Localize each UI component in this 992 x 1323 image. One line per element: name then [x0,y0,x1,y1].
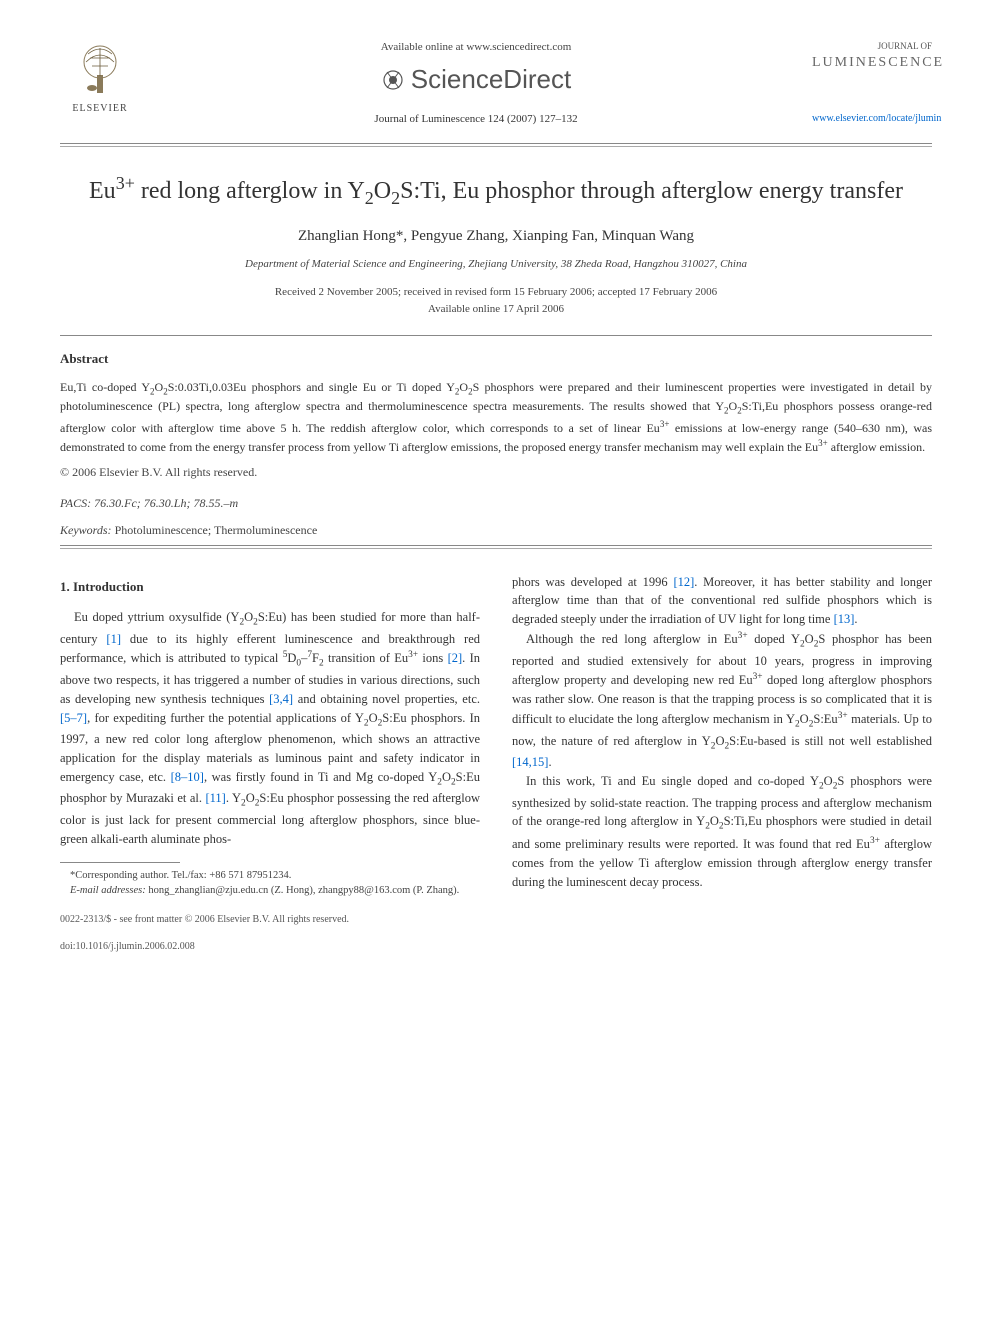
received-line: Received 2 November 2005; received in re… [60,285,932,300]
elsevier-tree-icon [70,40,130,100]
available-online-text: Available online at www.sciencedirect.co… [140,40,812,55]
front-matter-line: 0022-2313/$ - see front matter © 2006 El… [60,913,480,926]
email-values: hong_zhanglian@zju.edu.cn (Z. Hong), zha… [148,885,459,896]
journal-citation: Journal of Luminescence 124 (2007) 127–1… [140,112,812,127]
pacs-label: PACS: [60,496,91,510]
footnote-separator [60,862,180,863]
abstract-heading: Abstract [60,350,932,368]
intro-paragraph-1-cont: phors was developed at 1996 [12]. Moreov… [512,573,932,629]
elsevier-label: ELSEVIER [72,102,127,116]
abstract-body: Eu,Ti co-doped Y2O2S:0.03Ti,0.03Eu phosp… [60,379,932,457]
abstract-copyright: © 2006 Elsevier B.V. All rights reserved… [60,464,932,481]
column-right: phors was developed at 1996 [12]. Moreov… [512,573,932,953]
rule-before-abstract [60,335,932,336]
intro-paragraph-1: Eu doped yttrium oxysulfide (Y2O2S:Eu) h… [60,608,480,848]
corresponding-author-note: *Corresponding author. Tel./fax: +86 571… [60,869,480,884]
two-column-body: 1. Introduction Eu doped yttrium oxysulf… [60,573,932,953]
rule-after-keywords-1 [60,545,932,546]
authors-line: Zhanglian Hong*, Pengyue Zhang, Xianping… [60,226,932,247]
intro-paragraph-3: In this work, Ti and Eu single doped and… [512,772,932,891]
header-row: ELSEVIER Available online at www.science… [60,40,932,131]
pacs-line: PACS: 76.30.Fc; 76.30.Lh; 78.55.–m [60,495,932,512]
doi-line: doi:10.1016/j.jlumin.2006.02.008 [60,940,480,953]
journal-url-link[interactable]: www.elsevier.com/locate/jlumin [812,112,932,126]
keywords-label: Keywords: [60,523,112,537]
email-label: E-mail addresses: [70,885,146,896]
keywords-values: Photoluminescence; Thermoluminescence [115,523,318,537]
available-line: Available online 17 April 2006 [60,302,932,317]
email-addresses-note: E-mail addresses: hong_zhanglian@zju.edu… [60,884,480,899]
sciencedirect-icon [381,68,405,92]
journal-logo-main: LUMINESCENCE [812,53,932,73]
sciencedirect-brand: ScienceDirect [140,61,812,97]
rule-top-2 [60,146,932,147]
intro-paragraph-2: Although the red long afterglow in Eu3+ … [512,629,932,772]
rule-top-1 [60,143,932,144]
affiliation-line: Department of Material Science and Engin… [60,257,932,272]
pacs-values: 76.30.Fc; 76.30.Lh; 78.55.–m [94,496,238,510]
sciencedirect-label: ScienceDirect [411,61,571,97]
column-left: 1. Introduction Eu doped yttrium oxysulf… [60,573,480,953]
article-title: Eu3+ red long afterglow in Y2O2S:Ti, Eu … [60,171,932,210]
rule-after-keywords-2 [60,548,932,549]
keywords-line: Keywords: Photoluminescence; Thermolumin… [60,522,932,539]
journal-logo: JOURNAL OF LUMINESCENCE www.elsevier.com… [812,40,932,126]
center-header: Available online at www.sciencedirect.co… [140,40,812,131]
journal-logo-small: JOURNAL OF [812,40,932,53]
introduction-heading: 1. Introduction [60,577,480,597]
elsevier-logo: ELSEVIER [60,40,140,116]
